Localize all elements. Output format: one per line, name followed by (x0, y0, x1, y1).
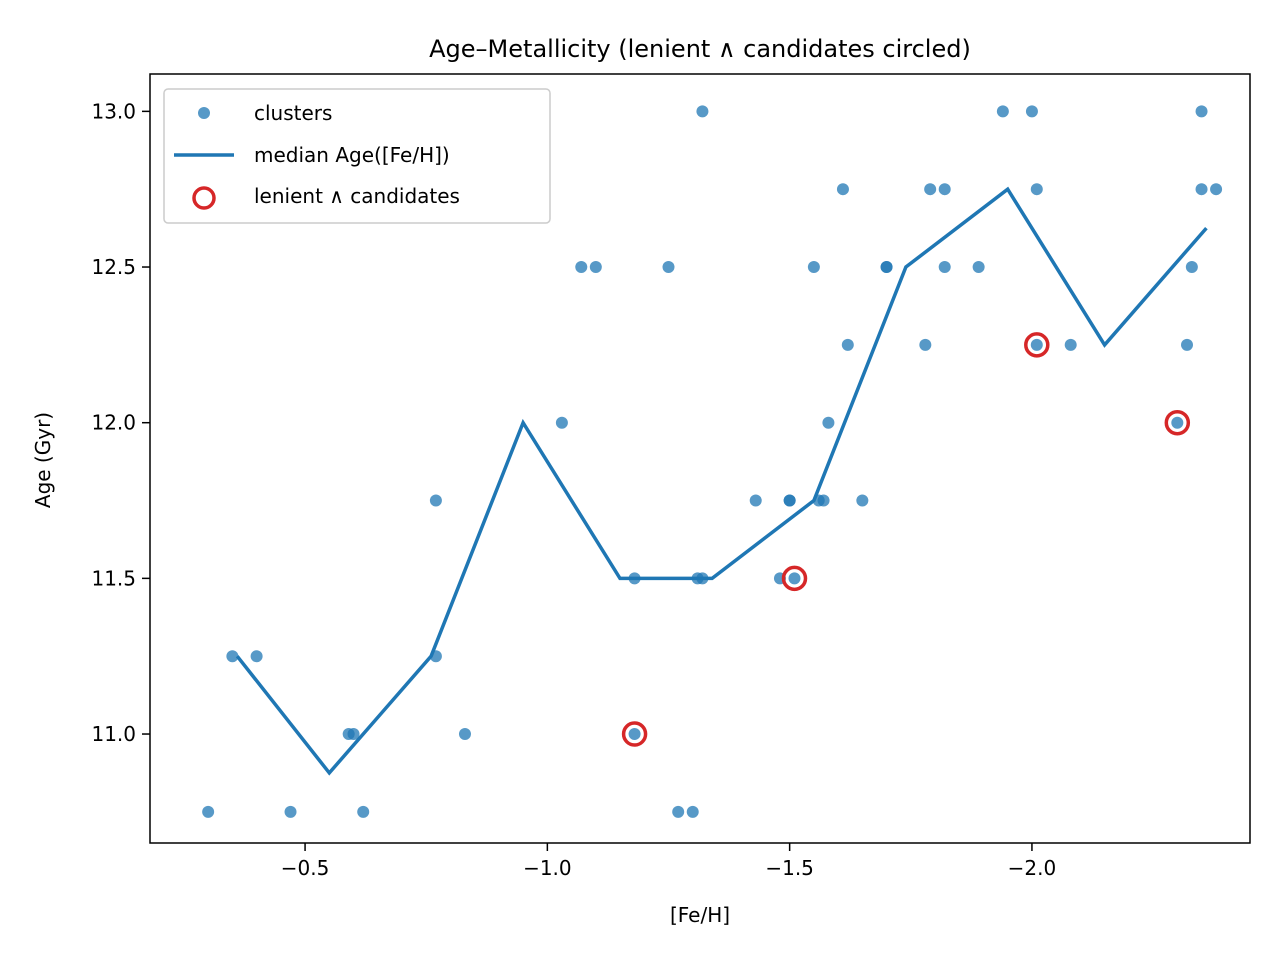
cluster-point-34 (880, 261, 893, 274)
legend: clusters median Age([Fe/H]) lenient ∧ ca… (163, 88, 551, 224)
cluster-point-49 (1195, 183, 1208, 196)
cluster-point-40 (996, 105, 1009, 118)
cluster-point-9 (458, 728, 471, 741)
candidate-ring-2 (1024, 332, 1050, 358)
y-tick-label: 12.5 (91, 255, 136, 279)
x-tick-label: −1.5 (765, 856, 814, 880)
cluster-point-14 (628, 728, 641, 741)
legend-label-clusters: clusters (254, 101, 332, 125)
cluster-point-47 (1185, 261, 1198, 274)
candidate-ring-0 (621, 721, 648, 747)
y-axis-label: Age (Gyr) (31, 412, 55, 508)
cluster-point-11 (575, 261, 588, 274)
cluster-point-48 (1195, 105, 1208, 118)
cluster-point-2 (250, 650, 263, 663)
legend-label-median: median Age([Fe/H]) (254, 143, 450, 167)
cluster-point-50 (1210, 183, 1223, 196)
candidate-ring-1 (781, 565, 808, 592)
cluster-point-26 (807, 261, 820, 274)
clusters-layer (202, 105, 1223, 818)
cluster-point-36 (924, 183, 937, 196)
cluster-point-28 (817, 494, 830, 507)
cluster-point-31 (841, 338, 854, 351)
y-tick-label: 11.0 (91, 722, 136, 746)
candidate-ring-3 (1164, 409, 1191, 436)
cluster-point-32 (856, 494, 869, 507)
cluster-point-21 (749, 494, 762, 507)
cluster-point-44 (1064, 338, 1077, 351)
cluster-point-6 (357, 805, 370, 818)
candidates-layer (621, 332, 1191, 747)
y-tick-label: 11.5 (91, 566, 136, 590)
cluster-point-37 (938, 183, 951, 196)
chart-title: Age–Metallicity (lenient ∧ candidates ci… (429, 35, 971, 63)
cluster-point-30 (836, 183, 849, 196)
cluster-point-1 (226, 650, 239, 663)
cluster-point-20 (696, 572, 709, 585)
cluster-point-45 (1171, 416, 1184, 429)
cluster-point-43 (1030, 183, 1043, 196)
x-tick-label: −1.0 (523, 856, 572, 880)
x-axis: −0.5 −1.0 −1.5 −2.0 (281, 843, 1056, 880)
legend-marker-clusters (198, 107, 210, 119)
x-tick-label: −0.5 (281, 856, 330, 880)
cluster-point-5 (347, 728, 360, 741)
legend-marker-candidates (192, 186, 216, 210)
cluster-point-7 (429, 494, 442, 507)
cluster-point-41 (1025, 105, 1038, 118)
plot-area (202, 105, 1223, 818)
cluster-point-46 (1181, 338, 1194, 351)
cluster-point-17 (686, 805, 699, 818)
x-tick-label: −2.0 (1008, 856, 1057, 880)
median-line-layer (235, 186, 1208, 776)
cluster-point-10 (555, 416, 568, 429)
cluster-point-38 (938, 261, 951, 274)
cluster-point-42 (1030, 338, 1043, 351)
x-axis-label: [Fe/H] (670, 903, 730, 927)
cluster-point-25 (788, 572, 801, 585)
cluster-point-24 (783, 494, 796, 507)
cluster-point-35 (919, 338, 932, 351)
y-tick-label: 12.0 (91, 411, 136, 435)
cluster-point-29 (822, 416, 835, 429)
legend-box (163, 88, 551, 224)
legend-label-candidates: lenient ∧ candidates (254, 184, 460, 208)
cluster-point-13 (628, 572, 641, 585)
median-line (235, 186, 1208, 776)
cluster-point-12 (589, 261, 602, 274)
cluster-point-39 (972, 261, 985, 274)
cluster-point-0 (202, 805, 215, 818)
y-axis: 11.0 11.5 12.0 12.5 13.0 (91, 99, 150, 746)
cluster-point-19 (696, 105, 709, 118)
y-tick-label: 13.0 (91, 99, 136, 123)
cluster-point-3 (284, 805, 297, 818)
cluster-point-8 (429, 650, 442, 663)
cluster-point-16 (672, 805, 685, 818)
plot-frame (149, 73, 1251, 844)
cluster-point-15 (662, 261, 675, 274)
